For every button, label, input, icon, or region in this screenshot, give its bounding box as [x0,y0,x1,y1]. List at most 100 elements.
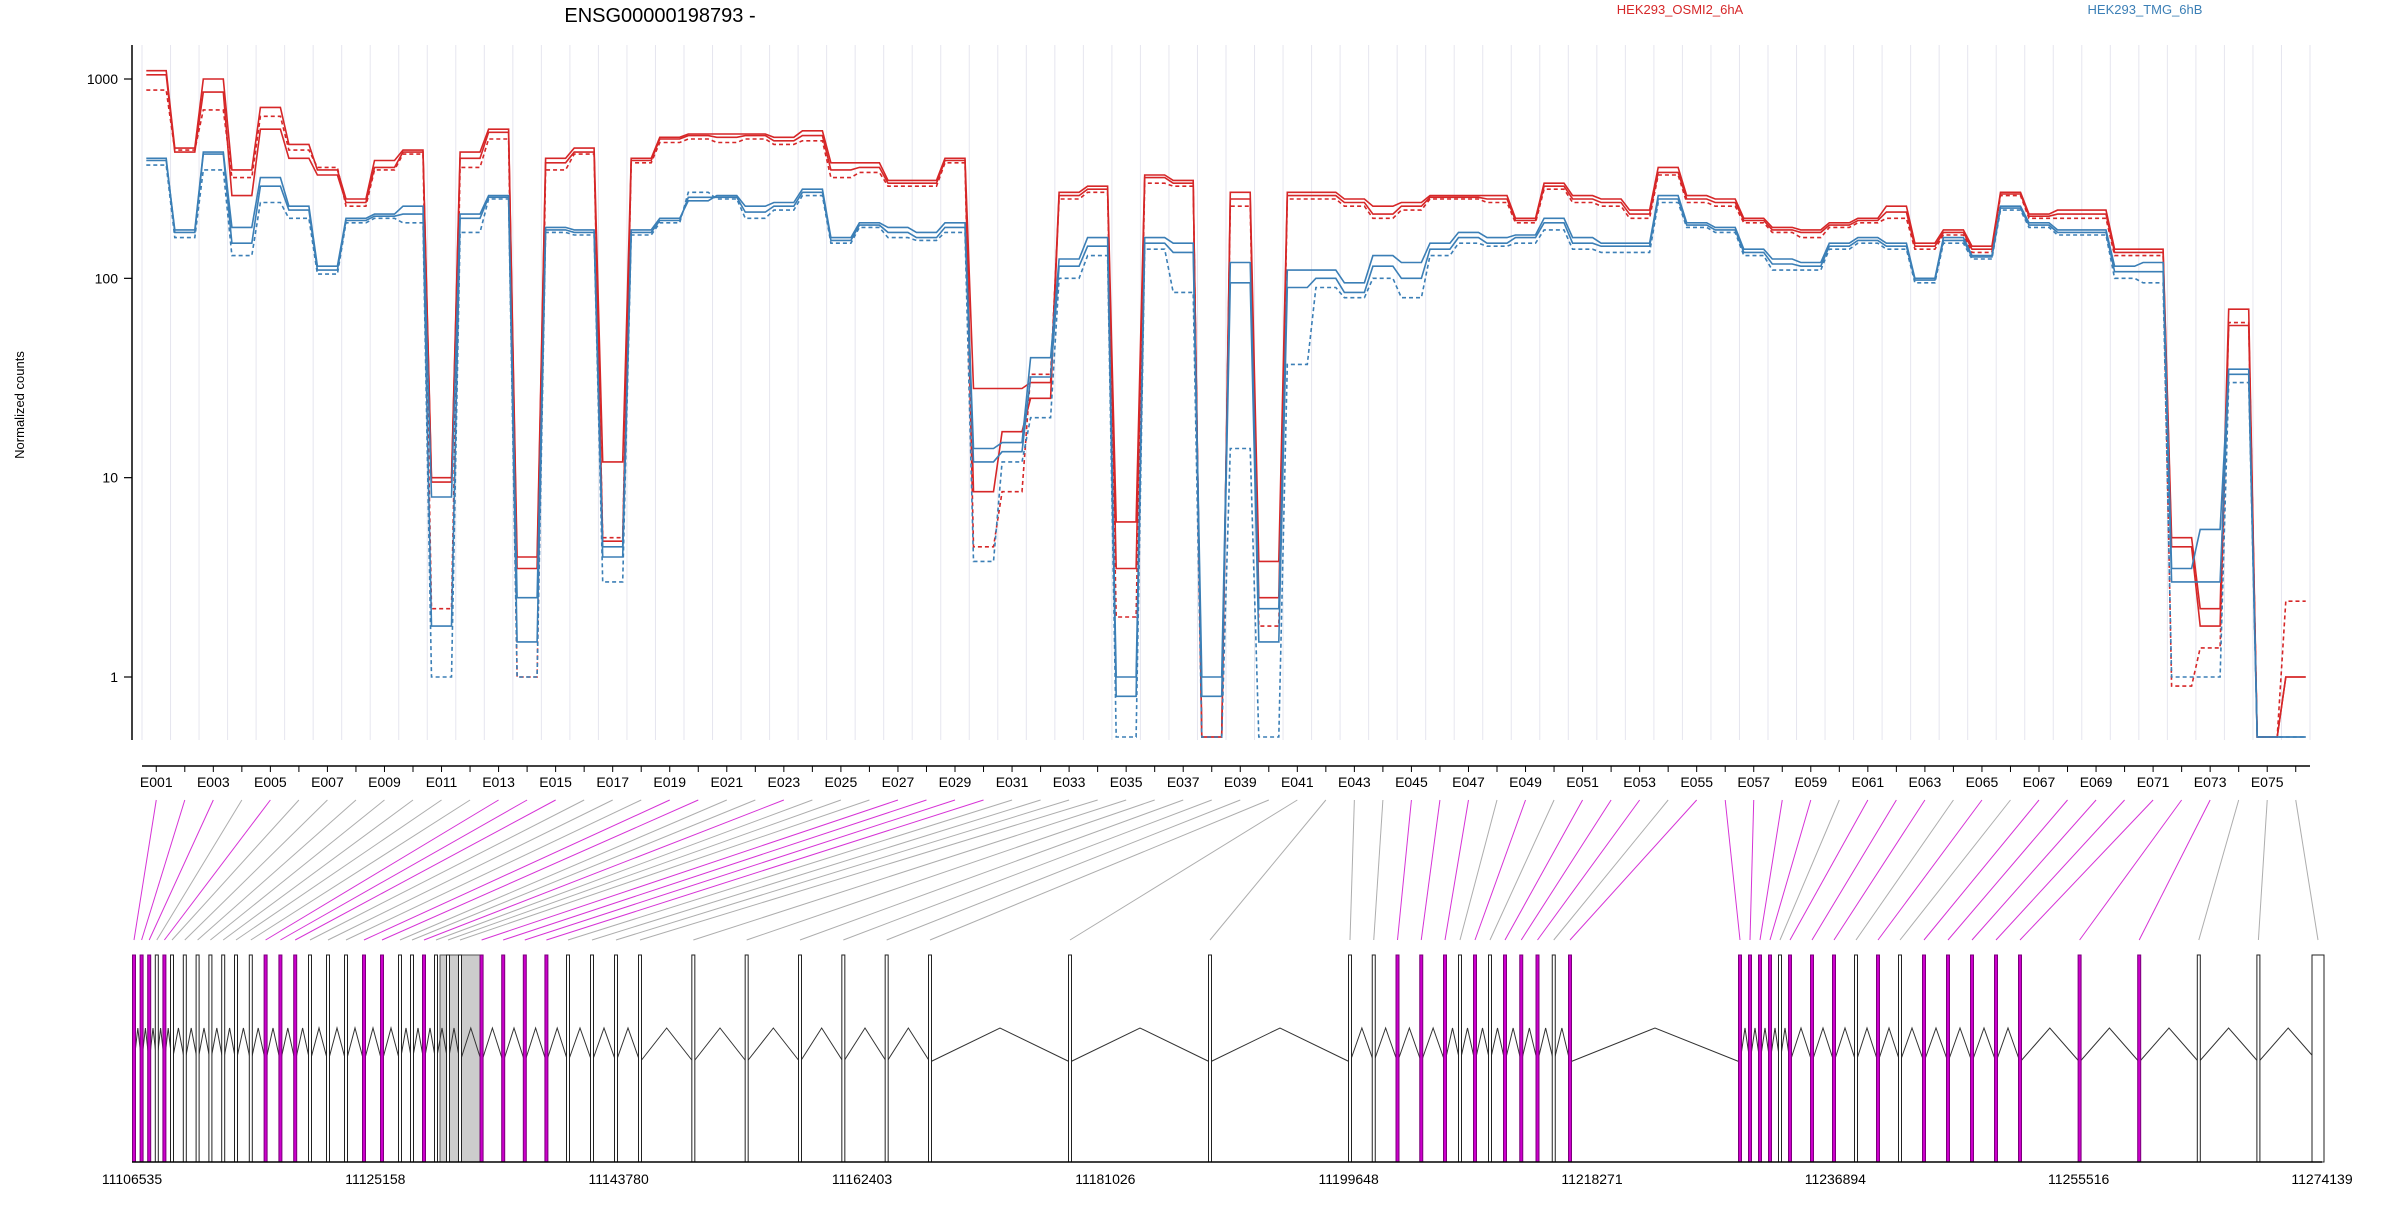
exon-connector [1553,799,1669,941]
exon-tick-label: E021 [710,774,743,790]
intron-line [1833,1026,1857,1063]
intron-line [692,1027,748,1063]
intron-line [381,1026,401,1063]
exon-tick-label: E053 [1623,774,1656,790]
exon-box [208,954,213,1163]
exon-box [1758,954,1762,1163]
exon-gridlines [141,45,2311,740]
exon-box [221,954,226,1163]
exon-box [1832,954,1836,1163]
series-line-tmg [146,153,2306,738]
exon-connector [1749,799,1755,941]
exon-box [798,954,802,1163]
exon-tick-label: E003 [197,774,230,790]
exon-box [458,954,462,1163]
exon-connector [591,799,1041,941]
exon-box [544,954,549,1163]
intron-line [250,1027,267,1063]
exon-connector [423,799,785,941]
exon-box [1503,954,1507,1163]
intron-line [1947,1026,1973,1063]
exon-box [479,954,484,1163]
genomic-tick-label: 11274139 [2291,1171,2352,1187]
intron-line [171,1027,186,1063]
y-axis-label: Normalized counts [12,351,27,459]
exon-connector [171,799,300,941]
exon-tick-label: E071 [2137,774,2170,790]
exon-tick-label: E005 [254,774,287,790]
exon-connector [843,799,1212,941]
genomic-tick-label: 11218271 [1561,1171,1622,1187]
exon-tick-label: E073 [2194,774,2227,790]
intron-line [591,1026,617,1063]
exon-tick-label: E033 [1053,774,1086,790]
genomic-tick-label: 11162403 [832,1171,892,1187]
intron-line [1855,1026,1879,1063]
exon-box [590,954,594,1163]
intron-line [615,1026,641,1063]
exon-box [195,954,200,1163]
exon-connector [2079,799,2183,941]
exon-tick-label: E041 [1281,774,1314,790]
exon-box [1854,954,1858,1163]
exon-connector [1899,799,2011,941]
legend-entry-osmi: HEK293_OSMI2_6hA [1617,2,1744,17]
exon-connector [2138,799,2211,941]
exon-box [234,954,238,1163]
exon-connector [1489,799,1555,941]
series-lines [146,69,2306,738]
exon-box [1419,954,1424,1163]
exon-connector [363,799,670,941]
exon-tick-label: E075 [2251,774,2284,790]
intron-line [327,1026,347,1063]
exon-box [2077,954,2082,1163]
exon-tick-label: E017 [596,774,629,790]
exon-tick-label: E037 [1167,774,1200,790]
intron-line [265,1027,281,1063]
exon-box [380,954,384,1163]
exon-connector [447,799,842,941]
exon-connector [1759,799,1783,941]
exon-box [1068,954,1072,1163]
intron-line [886,1027,931,1063]
exon-connector [1520,799,1612,941]
exon-connector [481,799,899,941]
intron-line [279,1027,296,1063]
genomic-axis: 11106535 11125158 11143780 11162403 11181026… [102,1161,2353,1187]
exon-connector [1833,799,1926,941]
exon-connector [1459,799,1498,941]
exon-box [410,954,414,1163]
exon-tick-label: E015 [539,774,572,790]
exon-connector [2019,799,2154,941]
intron-line [1811,1026,1835,1063]
intron-line [1923,1026,1949,1063]
exon-box [263,954,268,1163]
exon-box [928,954,932,1163]
exon-connector [546,799,984,941]
exon-tick-label: E067 [2023,774,2056,790]
exon-connector [2198,799,2240,941]
exon-tick-label: E023 [767,774,800,790]
genomic-tick-label: 11255516 [2048,1171,2109,1187]
exon-box [170,954,174,1163]
exon-connector [1971,799,2097,941]
exon-connector [615,799,1070,941]
exon-box [1208,954,1212,1163]
exon-connector [1811,799,1897,941]
intron-line [1420,1026,1446,1063]
y-tick-label: 1000 [87,71,118,87]
exon-box [1810,954,1814,1163]
exon-connector [1537,799,1641,941]
exon-box [248,954,253,1163]
exon-connector [693,799,1127,941]
exon-connector [133,799,157,941]
genomic-tick-label: 11236894 [1805,1171,1866,1187]
exon-connector [639,799,1098,941]
exon-connector [1420,799,1441,941]
intron-line [1520,1027,1538,1063]
exon-connector [1504,799,1584,941]
y-tick-label: 100 [95,270,119,286]
exon-connector [1397,799,1412,941]
intron-line [1971,1026,1997,1063]
